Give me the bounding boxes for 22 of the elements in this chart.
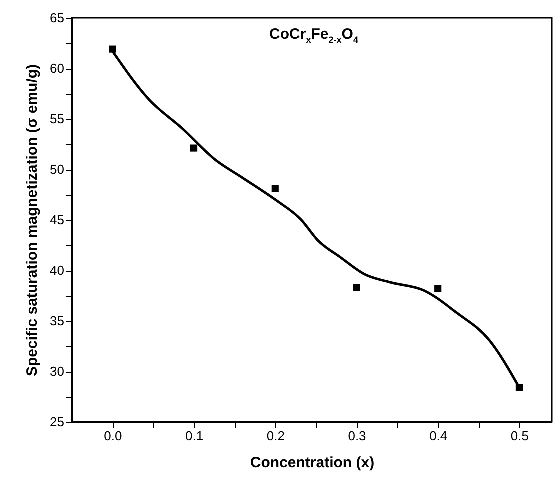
y-tick-label: 30 bbox=[50, 364, 64, 379]
y-tick-label: 60 bbox=[50, 61, 64, 76]
point bbox=[190, 144, 198, 152]
x-tick-label: 0.5 bbox=[510, 428, 529, 444]
x-tick-label: 0.3 bbox=[348, 428, 366, 444]
y-tick-label: 35 bbox=[50, 314, 64, 328]
x-tick-label: 0.2 bbox=[266, 428, 285, 444]
x-tick-label: 0.1 bbox=[185, 428, 204, 444]
y-axis-title: Specific saturation magnetization (σ emu/g) bbox=[24, 64, 42, 376]
y-tick-label: 55 bbox=[50, 112, 64, 126]
y-tick-label: 45 bbox=[50, 212, 64, 228]
y-tick-label: 65 bbox=[50, 10, 64, 26]
y-tick-label: 40 bbox=[50, 263, 64, 278]
y-tick-label: 50 bbox=[50, 162, 64, 177]
x-tick-label: 0.4 bbox=[430, 428, 448, 444]
x-tick-label: 0.0 bbox=[104, 428, 122, 444]
y-tick-label: 25 bbox=[50, 414, 64, 430]
text: CoCr$_{x}$Fe$_{2-x}$O$_{4}$ bbox=[268, 26, 360, 45]
point bbox=[272, 185, 279, 192]
x-axis-title: Concentration (x) bbox=[250, 454, 375, 472]
point bbox=[353, 284, 360, 292]
point bbox=[434, 285, 442, 292]
